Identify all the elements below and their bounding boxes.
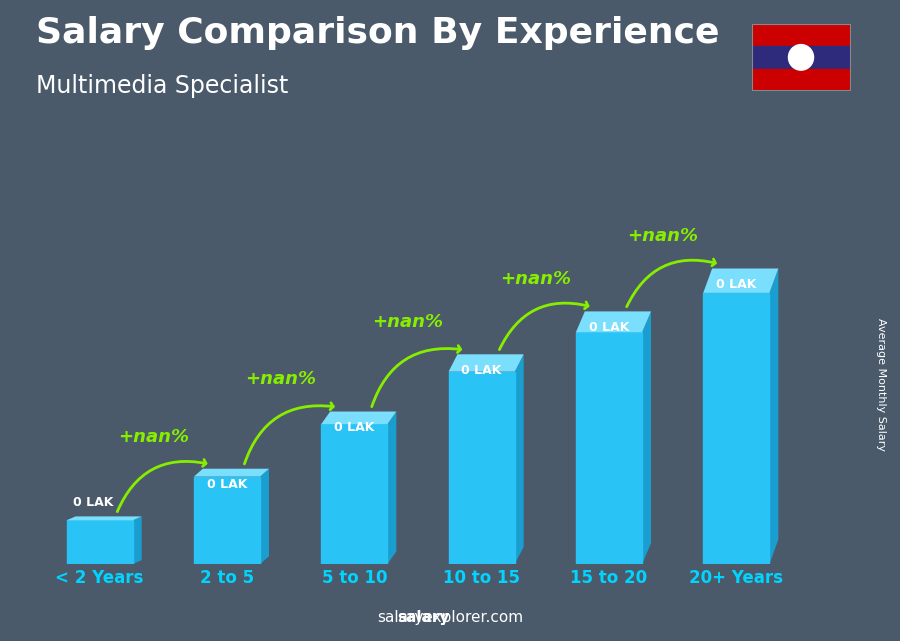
Text: +nan%: +nan% (118, 428, 189, 445)
Circle shape (788, 45, 814, 70)
Text: +nan%: +nan% (373, 313, 444, 331)
Polygon shape (576, 312, 651, 332)
Bar (576, 332, 642, 564)
Text: 0 LAK: 0 LAK (334, 421, 374, 434)
Text: 0 LAK: 0 LAK (207, 478, 248, 492)
Text: +nan%: +nan% (245, 370, 316, 388)
Polygon shape (67, 517, 141, 520)
Polygon shape (194, 469, 269, 477)
Bar (194, 477, 260, 564)
Text: Multimedia Specialist: Multimedia Specialist (36, 74, 288, 97)
Text: salaryexplorer.com: salaryexplorer.com (377, 610, 523, 625)
Polygon shape (515, 354, 524, 564)
Text: 0 LAK: 0 LAK (716, 278, 757, 291)
Bar (752, 46, 850, 69)
Bar (321, 424, 387, 564)
Polygon shape (642, 312, 651, 564)
Text: 0 LAK: 0 LAK (462, 364, 502, 377)
Text: 0 LAK: 0 LAK (73, 495, 113, 508)
Polygon shape (321, 412, 396, 424)
Text: 0 LAK: 0 LAK (589, 321, 629, 334)
Polygon shape (260, 469, 269, 564)
Text: +nan%: +nan% (627, 228, 698, 246)
Bar (752, 24, 850, 46)
Polygon shape (770, 269, 778, 564)
Bar (67, 520, 133, 564)
Text: Average Monthly Salary: Average Monthly Salary (877, 318, 886, 451)
Text: +nan%: +nan% (500, 271, 571, 288)
Bar (752, 69, 850, 91)
Text: Salary Comparison By Experience: Salary Comparison By Experience (36, 16, 719, 50)
Text: salary: salary (398, 610, 450, 625)
Polygon shape (703, 269, 778, 293)
Polygon shape (133, 517, 141, 564)
Polygon shape (387, 412, 396, 564)
Bar (448, 372, 515, 564)
Polygon shape (448, 354, 524, 372)
Bar (703, 293, 770, 564)
